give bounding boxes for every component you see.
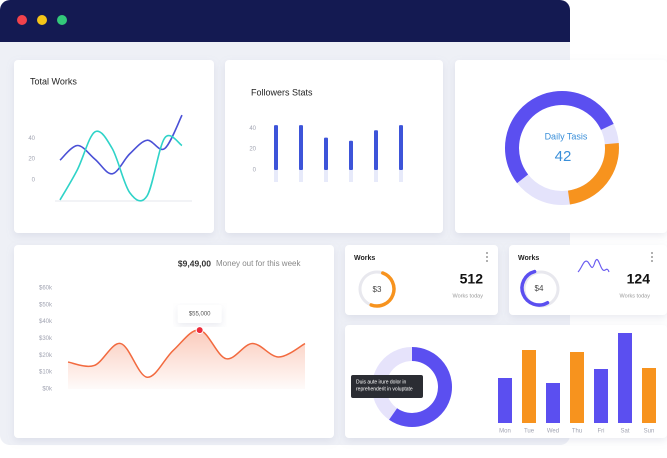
bar — [349, 140, 353, 170]
bar — [618, 333, 632, 423]
x-tick-label: Tue — [524, 429, 535, 435]
amount-caption: Money out for this week — [216, 259, 301, 268]
donut-value: 42 — [555, 148, 572, 165]
y-tick-label: 40 — [28, 136, 35, 142]
bar — [299, 125, 303, 170]
card — [345, 245, 498, 315]
card — [509, 245, 667, 315]
x-tick-label: Wed — [547, 429, 559, 435]
card — [455, 60, 667, 233]
donut-segment — [389, 347, 452, 427]
y-tick-label: 0 — [253, 168, 257, 174]
minimize-button[interactable] — [37, 15, 47, 25]
sparkline — [577, 258, 610, 273]
x-tick-label: Fri — [598, 429, 605, 435]
bar — [274, 125, 278, 170]
y-tick-label: 20 — [249, 147, 256, 153]
tooltip — [351, 375, 423, 398]
bar — [546, 383, 560, 423]
bar-reflection — [374, 170, 378, 182]
line — [59, 114, 183, 175]
line — [59, 130, 183, 202]
bar — [522, 350, 536, 423]
card — [225, 60, 443, 233]
maximize-button[interactable] — [57, 15, 67, 25]
donut-segment — [505, 91, 614, 184]
card-title: Works — [518, 255, 539, 262]
bar — [498, 378, 512, 423]
bar — [642, 368, 656, 423]
bar — [399, 125, 403, 170]
x-tick-label: Sat — [620, 429, 629, 435]
metric: 512 — [460, 271, 484, 287]
menu-dots[interactable] — [486, 252, 488, 262]
y-tick-label: $10k — [39, 370, 53, 376]
amount: $9,49,00 — [178, 258, 211, 268]
badge: $3 — [373, 285, 382, 294]
metric: 124 — [627, 271, 651, 287]
y-tick-label: $40k — [39, 319, 53, 325]
x-tick-label: Thu — [572, 429, 582, 435]
ring-segment — [520, 269, 550, 307]
card-title: Followers Stats — [251, 87, 313, 97]
bar-reflection — [274, 170, 278, 182]
y-tick-label: $20k — [39, 353, 53, 359]
x-tick-label: Sun — [644, 429, 655, 435]
card-title: Works — [354, 255, 375, 262]
metric-caption: Works today — [453, 293, 484, 299]
badge: $4 — [535, 284, 544, 293]
bar-reflection — [324, 170, 328, 182]
bar — [324, 137, 328, 170]
area-fill — [68, 329, 305, 389]
bar-reflection — [399, 170, 403, 182]
close-button[interactable] — [17, 15, 27, 25]
card-title: Total Works — [30, 76, 77, 86]
title-bar — [0, 0, 570, 42]
y-tick-label: 20 — [28, 157, 35, 163]
ring-segment — [369, 271, 396, 308]
donut-segment — [567, 143, 619, 205]
bar-reflection — [299, 170, 303, 182]
bar — [594, 369, 608, 423]
y-tick-label: 0 — [32, 178, 36, 184]
tooltip-text: reprehenderit in voluptate — [356, 386, 413, 392]
y-tick-label: 40 — [249, 126, 256, 132]
bar — [374, 130, 378, 170]
y-tick-label: $50k — [39, 302, 53, 308]
metric-caption: Works today — [620, 293, 651, 299]
line — [67, 329, 306, 378]
menu-dots[interactable] — [651, 252, 653, 262]
y-tick-label: $30k — [39, 336, 53, 342]
card — [14, 60, 214, 233]
bar-reflection — [349, 170, 353, 182]
bar — [570, 352, 584, 423]
point — [195, 326, 204, 335]
card — [14, 245, 334, 438]
donut-label: Daily Tasis — [545, 131, 588, 141]
y-tick-label: $0k — [42, 387, 53, 393]
y-tick-label: $60k — [39, 286, 53, 292]
tooltip-text: $55,000 — [189, 312, 211, 318]
tooltip — [177, 305, 222, 323]
x-tick-label: Mon — [499, 429, 511, 435]
tooltip-text: Duis aute irure dolor in — [356, 379, 407, 385]
